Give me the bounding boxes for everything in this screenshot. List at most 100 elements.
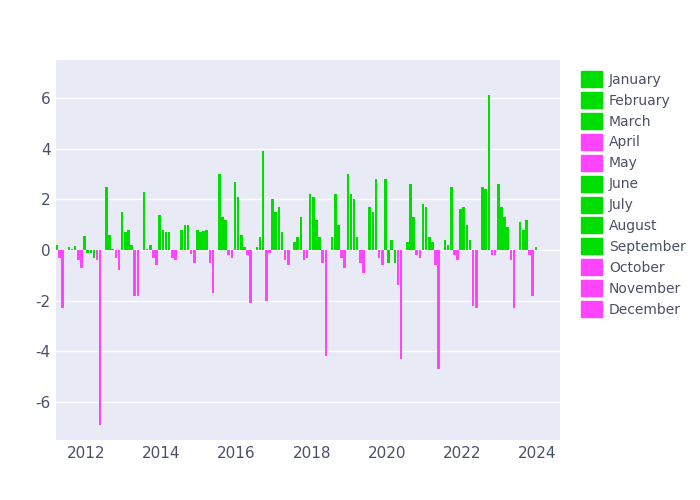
Bar [49, 235, 51, 250]
Bar [174, 250, 176, 260]
Bar [497, 184, 500, 250]
Bar [224, 220, 227, 250]
Bar [108, 235, 111, 250]
Bar [274, 212, 277, 250]
Bar [218, 174, 220, 250]
Bar [171, 250, 174, 258]
Bar [268, 250, 271, 252]
Bar [36, 210, 38, 250]
Bar [318, 238, 321, 250]
Bar [86, 250, 89, 252]
Bar [359, 250, 362, 262]
Bar [378, 250, 380, 258]
Bar [525, 220, 528, 250]
Bar [262, 151, 265, 250]
Bar [143, 192, 146, 250]
Bar [43, 250, 45, 262]
Bar [419, 250, 421, 258]
Bar [202, 231, 205, 250]
Bar [80, 250, 83, 268]
Bar [475, 250, 477, 308]
Bar [422, 204, 424, 250]
Bar [444, 240, 446, 250]
Bar [190, 250, 193, 254]
Bar [453, 250, 456, 255]
Bar [372, 212, 375, 250]
Bar [391, 240, 393, 250]
Bar [374, 179, 377, 250]
Bar [381, 250, 384, 265]
Bar [124, 232, 127, 250]
Bar [149, 245, 152, 250]
Legend: January, February, March, April, May, June, July, August, September, October, No: January, February, March, April, May, Ju… [577, 67, 690, 321]
Bar [90, 250, 92, 252]
Bar [55, 245, 57, 250]
Bar [428, 238, 430, 250]
Bar [491, 250, 494, 255]
Bar [130, 245, 133, 250]
Bar [96, 250, 98, 260]
Bar [494, 250, 496, 255]
Bar [152, 250, 155, 258]
Bar [121, 212, 123, 250]
Bar [306, 250, 308, 258]
Bar [146, 248, 148, 250]
Bar [115, 250, 117, 258]
Bar [406, 242, 409, 250]
Bar [181, 230, 183, 250]
Bar [127, 230, 130, 250]
Bar [300, 217, 302, 250]
Bar [315, 220, 318, 250]
Bar [393, 250, 396, 262]
Bar [209, 250, 211, 262]
Bar [228, 250, 230, 255]
Bar [287, 250, 290, 265]
Bar [337, 224, 340, 250]
Bar [463, 207, 465, 250]
Bar [397, 250, 399, 286]
Bar [162, 230, 164, 250]
Bar [350, 194, 352, 250]
Bar [334, 194, 337, 250]
Bar [438, 250, 440, 369]
Bar [309, 194, 312, 250]
Bar [92, 250, 95, 258]
Bar [136, 250, 139, 296]
Bar [535, 248, 537, 250]
Bar [199, 232, 202, 250]
Bar [230, 250, 233, 258]
Bar [281, 232, 284, 250]
Bar [503, 217, 506, 250]
Bar [240, 235, 242, 250]
Bar [512, 250, 515, 308]
Bar [118, 250, 120, 270]
Bar [68, 248, 70, 250]
Bar [221, 217, 224, 250]
Bar [312, 197, 314, 250]
Bar [83, 236, 86, 250]
Bar [99, 250, 101, 425]
Bar [325, 250, 327, 356]
Bar [58, 250, 61, 258]
Bar [344, 250, 346, 268]
Bar [234, 182, 236, 250]
Bar [284, 250, 286, 260]
Bar [500, 207, 503, 250]
Bar [459, 210, 462, 250]
Bar [111, 248, 114, 250]
Bar [488, 96, 490, 250]
Bar [331, 238, 333, 250]
Bar [246, 250, 248, 255]
Bar [193, 250, 195, 262]
Bar [62, 250, 64, 308]
Bar [353, 200, 356, 250]
Bar [74, 246, 76, 250]
Bar [105, 186, 108, 250]
Bar [384, 179, 386, 250]
Bar [212, 250, 214, 293]
Bar [506, 227, 509, 250]
Bar [482, 186, 484, 250]
Bar [196, 230, 199, 250]
Bar [340, 250, 343, 258]
Bar [256, 248, 258, 250]
